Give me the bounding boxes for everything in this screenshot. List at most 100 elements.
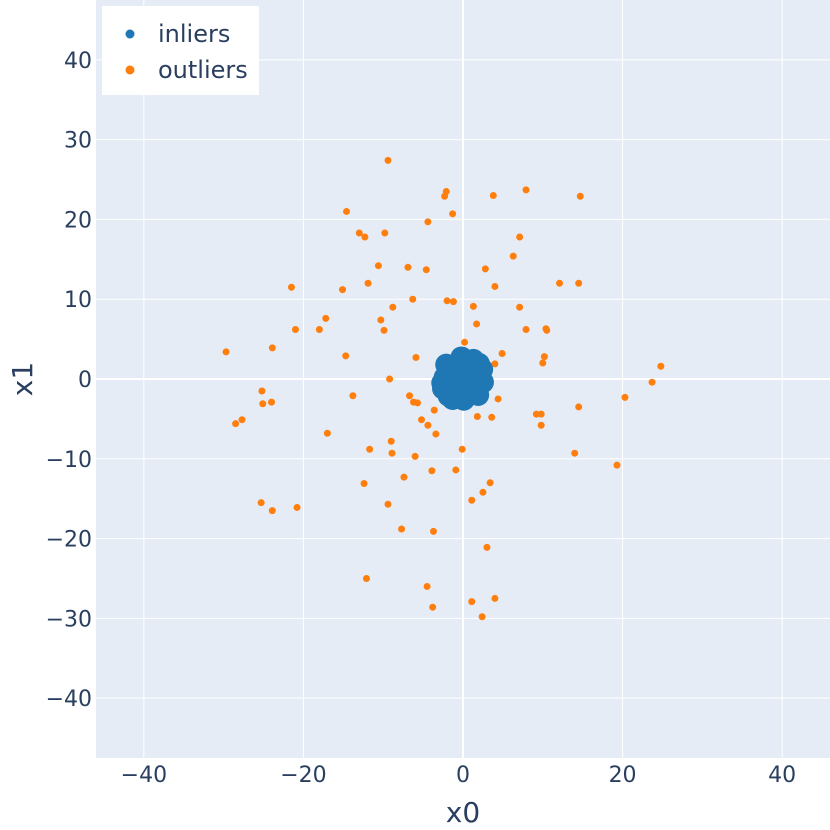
outlier-point <box>388 449 396 457</box>
outlier-point <box>424 218 432 226</box>
outlier-point <box>412 353 420 361</box>
outlier-point <box>268 344 276 352</box>
legend-label-outliers[interactable]: outliers <box>158 56 248 84</box>
outlier-point <box>473 413 481 421</box>
outlier-point <box>257 499 265 507</box>
legend[interactable]: inliers outliers <box>102 6 259 95</box>
outlier-point <box>522 326 530 334</box>
outlier-point <box>389 303 397 311</box>
x-tick-labels: −40 −20 0 20 40 <box>121 763 796 788</box>
outlier-point <box>441 192 449 200</box>
outlier-point <box>443 297 451 305</box>
outlier-point <box>355 229 363 237</box>
outlier-point <box>621 393 629 401</box>
outlier-point <box>540 353 548 361</box>
outlier-point <box>428 467 436 475</box>
outlier-point <box>461 338 469 346</box>
outlier-point <box>315 326 323 334</box>
x-tick-label: −40 <box>121 763 167 788</box>
legend-label-inliers[interactable]: inliers <box>158 20 230 48</box>
outlier-point <box>473 320 481 328</box>
outlier-point <box>291 326 299 334</box>
outlier-point <box>479 488 487 496</box>
outlier-point <box>339 286 347 294</box>
x-tick-label: 40 <box>768 763 796 788</box>
outlier-point <box>418 416 426 424</box>
outlier-point <box>478 613 486 621</box>
outlier-point <box>491 360 499 368</box>
outlier-point <box>374 262 382 270</box>
x-tick-label: −20 <box>280 763 326 788</box>
outlier-point <box>222 348 230 356</box>
outlier-point <box>481 265 489 273</box>
outlier-point <box>522 186 530 194</box>
outlier-point <box>366 445 374 453</box>
outlier-point <box>575 279 583 287</box>
outlier-point <box>571 449 579 457</box>
outlier-point <box>498 349 506 357</box>
outlier-point <box>380 326 388 334</box>
x-axis-title: x0 <box>446 796 480 829</box>
y-tick-label: −10 <box>46 448 92 473</box>
outlier-point <box>539 359 547 367</box>
outlier-point <box>362 574 370 582</box>
outlier-point <box>491 594 499 602</box>
outlier-point <box>575 403 583 411</box>
legend-marker-outliers <box>125 65 135 75</box>
outlier-point <box>268 507 276 515</box>
outlier-point <box>293 503 301 511</box>
outlier-point <box>543 326 551 334</box>
y-tick-label: 30 <box>64 129 92 154</box>
outlier-point <box>613 461 621 469</box>
outlier-point <box>287 283 295 291</box>
y-tick-label: −30 <box>46 607 92 632</box>
y-tick-label: −40 <box>46 687 92 712</box>
outlier-point <box>423 582 431 590</box>
y-tick-label: 20 <box>64 208 92 233</box>
outlier-point <box>509 252 517 260</box>
y-tick-label: 40 <box>64 49 92 74</box>
y-tick-label: 0 <box>78 368 92 393</box>
outlier-point <box>342 352 350 360</box>
outlier-point <box>384 156 392 164</box>
outlier-point <box>414 399 422 407</box>
outlier-point <box>486 479 494 487</box>
outlier-point <box>532 410 540 418</box>
y-tick-labels: −40 −30 −20 −10 0 10 20 30 40 <box>46 49 92 712</box>
outlier-point <box>489 191 497 199</box>
outlier-point <box>491 282 499 290</box>
x-tick-label: 20 <box>609 763 637 788</box>
legend-marker-inliers <box>125 29 135 39</box>
outlier-point <box>400 473 408 481</box>
outlier-point <box>349 392 357 400</box>
y-tick-label: 10 <box>64 288 92 313</box>
outlier-point <box>537 421 545 429</box>
outlier-point <box>238 416 246 424</box>
outlier-point <box>648 378 656 386</box>
outlier-point <box>469 302 477 310</box>
outlier-point <box>323 429 331 437</box>
outlier-point <box>377 316 385 324</box>
outlier-point <box>322 314 330 322</box>
outlier-point <box>384 500 392 508</box>
inlier-point <box>448 356 471 379</box>
outlier-point <box>430 406 438 414</box>
outlier-point <box>424 421 432 429</box>
outlier-point <box>468 598 476 606</box>
outlier-point <box>422 266 430 274</box>
outlier-point <box>449 210 457 218</box>
outlier-point <box>576 192 584 200</box>
outlier-point <box>556 279 564 287</box>
outlier-point <box>386 375 394 383</box>
outlier-point <box>449 298 457 306</box>
outlier-point <box>537 410 545 418</box>
outlier-point <box>398 525 406 533</box>
outlier-point <box>458 445 466 453</box>
outlier-point <box>364 279 372 287</box>
outlier-point <box>516 233 524 241</box>
inlier-point <box>464 375 487 398</box>
outlier-point <box>232 420 240 428</box>
outlier-point <box>429 527 437 535</box>
outlier-point <box>452 466 460 474</box>
